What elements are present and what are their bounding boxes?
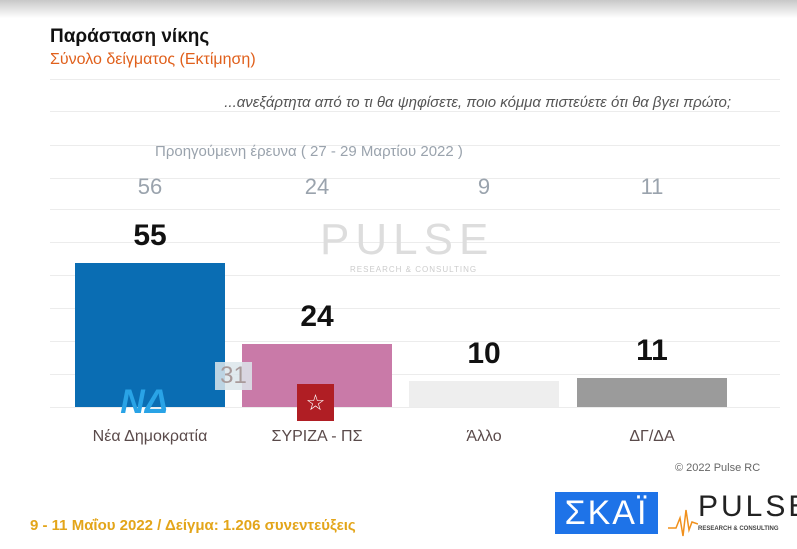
- data-label: 55: [133, 218, 167, 252]
- previous-value-label: 56: [137, 174, 163, 199]
- footer-sample-info: 9 - 11 Μαΐου 2022 / Δείγμα: 1.206 συνεντ…: [30, 517, 356, 534]
- top-bar: [0, 0, 797, 18]
- syriza-logo: ☆: [297, 384, 334, 421]
- gridline: [50, 178, 780, 179]
- gridline: [50, 275, 780, 276]
- category-label: ΔΓ/ΔΑ: [629, 428, 675, 445]
- page-title: Παράσταση νίκης: [50, 26, 210, 47]
- gridline: [50, 242, 780, 243]
- skai-logo: ΣΚΑΪ: [555, 492, 658, 534]
- nd-logo: ΝΔ: [120, 383, 168, 421]
- watermark-logo: PULSE: [320, 215, 495, 264]
- pulse-logo: PULSE RESEARCH & CONSULTING: [668, 490, 797, 538]
- pulse-logo-subtext: RESEARCH & CONSULTING: [698, 526, 779, 532]
- gridline: [50, 209, 780, 210]
- pulse-logo-text: PULSE: [698, 490, 797, 523]
- gridline: [50, 79, 780, 80]
- overlay-value: 31: [215, 362, 252, 390]
- bar: [409, 380, 559, 407]
- gridline: [50, 145, 780, 146]
- previous-value-label: 24: [304, 174, 330, 199]
- gridline: [50, 407, 780, 408]
- gridline: [50, 111, 780, 112]
- page-subtitle: Σύνολο δείγματος (Εκτίμηση): [50, 51, 256, 68]
- previous-value-label: 9: [477, 174, 491, 199]
- copyright: © 2022 Pulse RC: [675, 462, 761, 474]
- data-label: 11: [636, 334, 668, 368]
- gridline: [50, 308, 780, 309]
- previous-survey-label: Προηγούμενη έρευνα ( 27 - 29 Μαρτίου 202…: [155, 143, 463, 160]
- category-label: Νέα Δημοκρατία: [92, 428, 208, 445]
- question-text: ...ανεξάρτητα από το τι θα ψηφίσετε, ποι…: [224, 94, 731, 111]
- bar: [75, 262, 225, 407]
- data-label: 24: [300, 300, 334, 334]
- pulse-wave-icon: [668, 509, 698, 537]
- watermark-subtitle: RESEARCH & CONSULTING: [350, 265, 478, 274]
- data-label: 10: [467, 336, 501, 370]
- gridline: [50, 374, 780, 375]
- previous-value-label: 11: [640, 174, 664, 199]
- category-label: Άλλο: [466, 428, 502, 445]
- bar: [577, 378, 727, 407]
- category-label: ΣΥΡΙΖΑ - ΠΣ: [271, 428, 363, 445]
- gridline: [50, 341, 780, 342]
